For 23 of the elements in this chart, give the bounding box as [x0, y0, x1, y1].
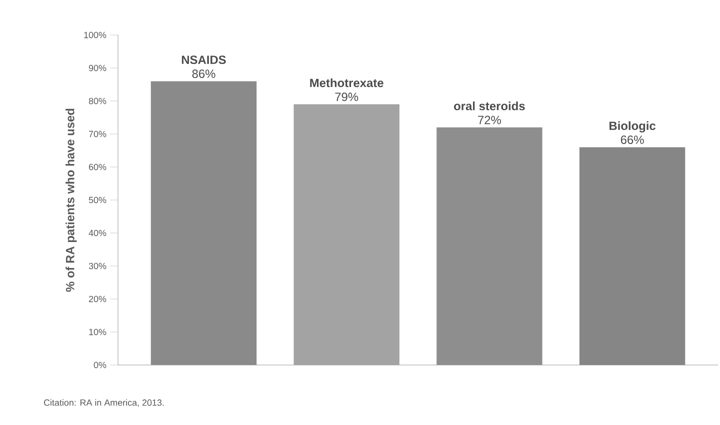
data-label: 72% — [478, 116, 501, 124]
y-tick-label: 60% — [88, 164, 106, 170]
x-tick-label: Methotrexate — [310, 78, 384, 88]
y-tick-label: 50% — [88, 196, 106, 204]
data-label: 66% — [620, 136, 644, 144]
y-tick-label: 80% — [88, 98, 106, 104]
y-tick-label: 30% — [88, 262, 106, 270]
y-axis-title: % of RA patients who have used — [66, 108, 77, 292]
x-tick-label: oral steroids — [454, 102, 525, 110]
x-tick-label: NSAIDS — [182, 56, 226, 64]
y-tick-label: 20% — [88, 296, 106, 302]
bar — [436, 127, 542, 365]
bar — [294, 104, 400, 365]
y-tick-label: 0% — [94, 362, 106, 368]
y-tick-label: 10% — [89, 328, 106, 336]
y-tick-label: 70% — [88, 130, 106, 138]
y-tick-label: 100% — [84, 32, 106, 38]
text: Citation: RA in America, 2013. — [44, 399, 164, 407]
y-tick-label: 40% — [88, 230, 106, 236]
data-label: 86% — [192, 70, 216, 78]
data-label: 79% — [335, 92, 358, 102]
x-tick-label: Biologic — [610, 121, 656, 132]
y-tick-label: 90% — [88, 64, 106, 72]
